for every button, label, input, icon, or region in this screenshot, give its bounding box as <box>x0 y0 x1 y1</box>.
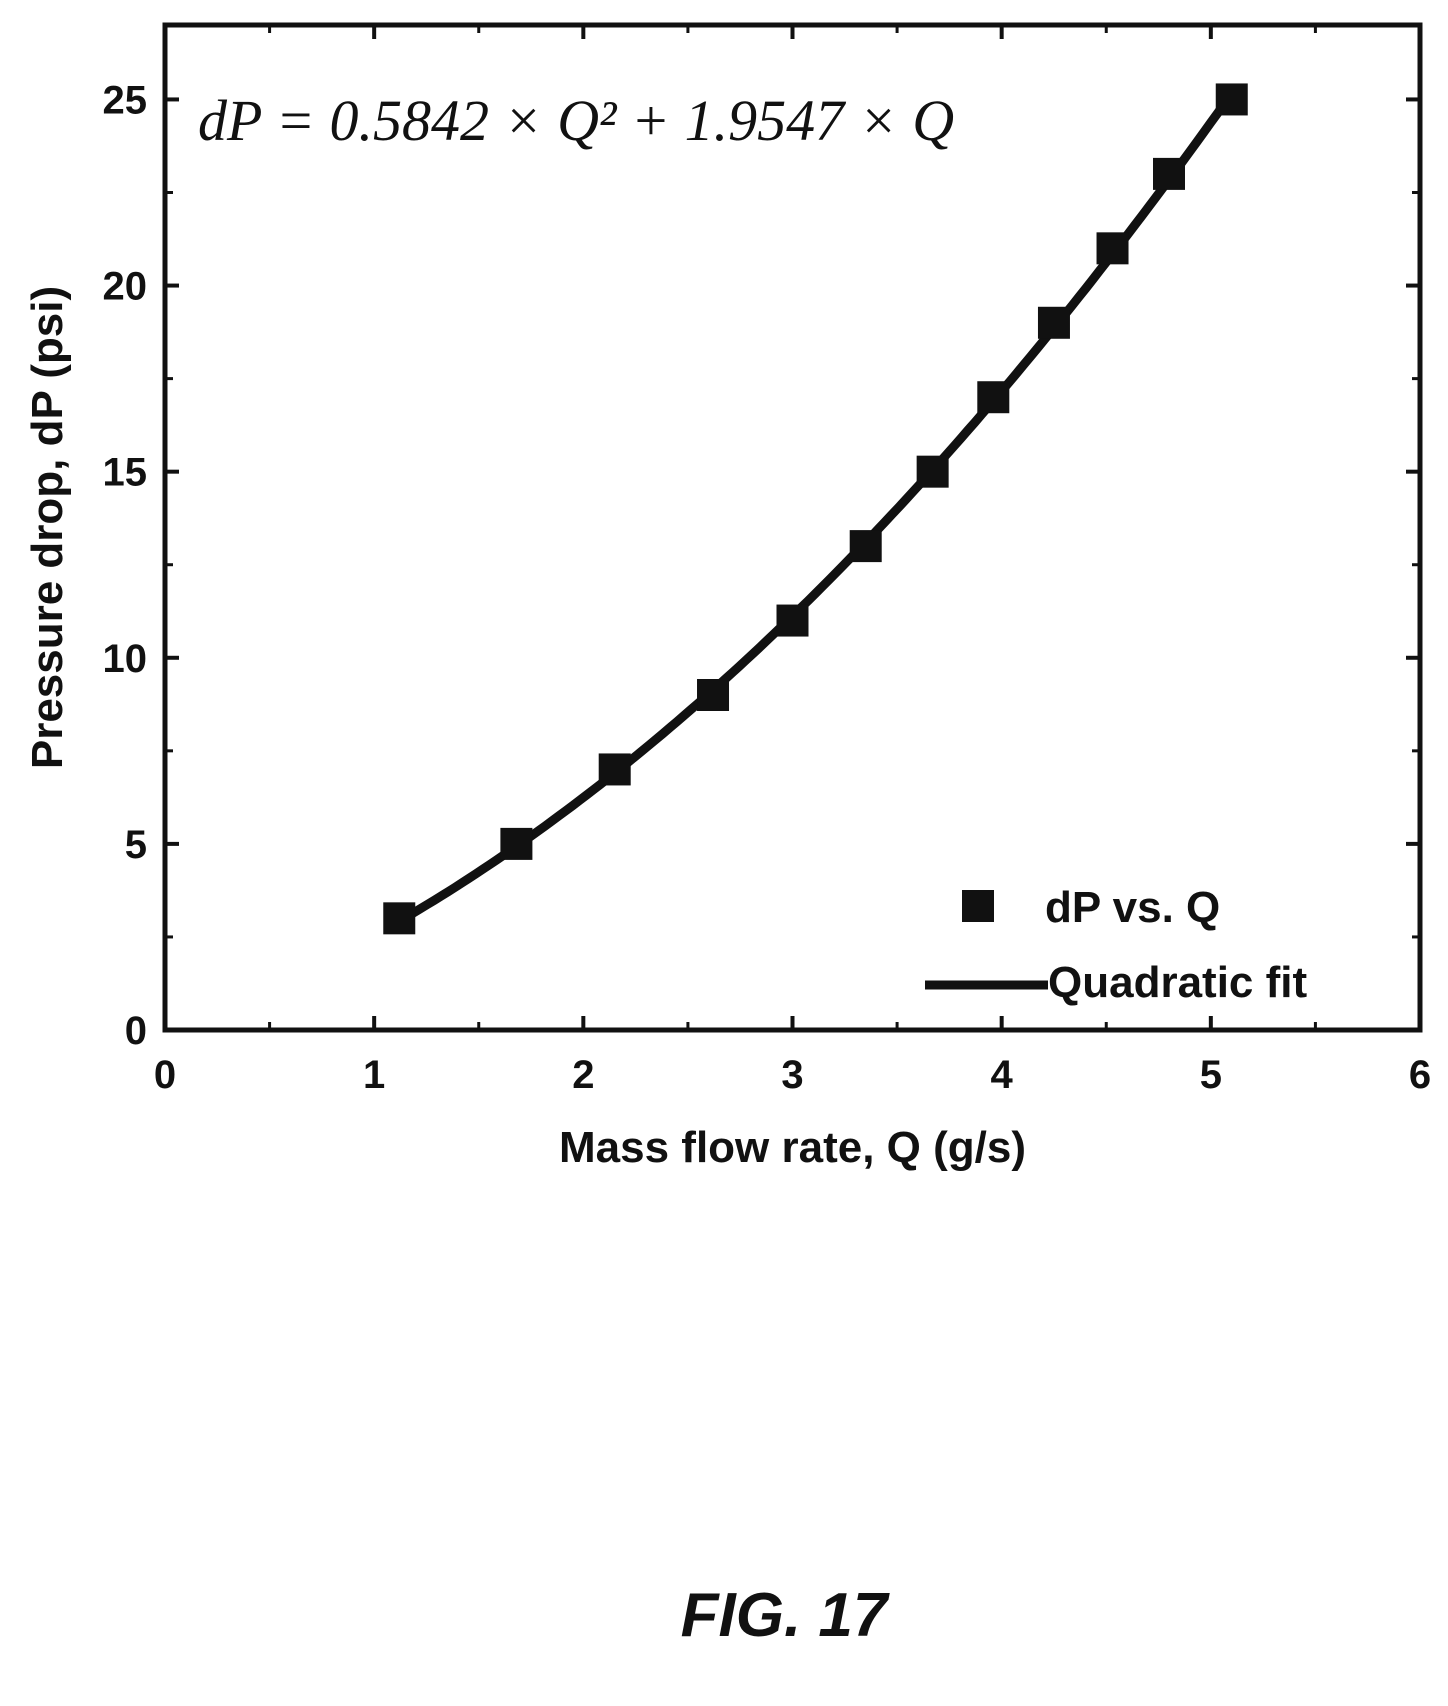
data-point <box>1037 306 1070 339</box>
x-tick-label: 5 <box>1200 1053 1222 1097</box>
data-point <box>776 604 809 637</box>
fit-layer <box>394 88 1237 926</box>
x-tick-label: 6 <box>1409 1053 1431 1097</box>
data-point <box>500 827 533 860</box>
data-point <box>977 381 1010 414</box>
legend: dP vs. Q Quadratic fit <box>925 883 1307 1007</box>
data-point <box>916 455 949 488</box>
data-point <box>383 902 416 935</box>
x-tick-label: 3 <box>781 1053 803 1097</box>
data-point <box>1153 157 1185 190</box>
x-tick-label: 1 <box>363 1053 385 1097</box>
series-quadratic-fit-line <box>394 88 1237 926</box>
figure-caption: FIG. 17 <box>681 1581 890 1650</box>
x-tick-label: 4 <box>991 1053 1014 1097</box>
fit-equation-annotation: dP = 0.5842 × Q² + 1.9547 × Q <box>198 88 954 153</box>
data-point <box>1215 83 1248 116</box>
y-tick-label: 5 <box>125 823 147 867</box>
y-axis-title: Pressure drop, dP (psi) <box>23 286 72 769</box>
plot-frame <box>162 22 1423 1033</box>
data-point <box>1096 232 1129 265</box>
x-axis-title: Mass flow rate, Q (g/s) <box>559 1123 1026 1172</box>
data-point <box>598 753 631 786</box>
y-tick-label: 15 <box>103 451 148 495</box>
y-tick-label: 20 <box>103 265 148 309</box>
plot-axes: 0 1 2 3 4 5 6 0 5 10 15 20 25 <box>103 22 1431 1097</box>
x-tick-label: 2 <box>572 1053 594 1097</box>
points-layer <box>383 83 1248 935</box>
y-tick-label: 0 <box>125 1009 147 1053</box>
y-tick-label: 25 <box>103 78 148 122</box>
legend-label-fit: Quadratic fit <box>1048 958 1307 1007</box>
x-tick-label: 0 <box>154 1053 176 1097</box>
data-point <box>849 530 882 563</box>
legend-label-data: dP vs. Q <box>1045 883 1220 932</box>
legend-marker-square <box>962 890 994 922</box>
data-point <box>697 679 730 711</box>
y-tick-label: 10 <box>103 637 148 681</box>
